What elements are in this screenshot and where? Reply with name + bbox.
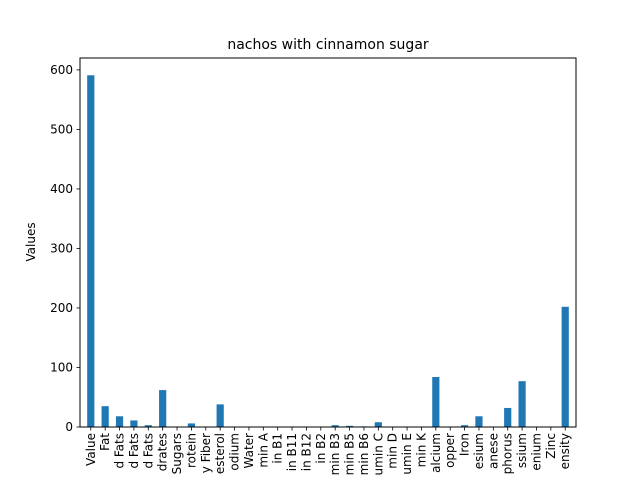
bar [518, 381, 526, 427]
x-tick-label: min B6 [357, 433, 371, 475]
x-tick-label: d Fats [113, 433, 127, 469]
x-tick-label: d Fats [141, 433, 155, 469]
x-tick-label: d Fats [127, 433, 141, 469]
x-tick-label: Zinc [544, 433, 558, 459]
x-tick-label: alcium [429, 433, 443, 473]
bar [345, 425, 354, 427]
y-tick-label: 300 [50, 241, 73, 255]
x-tick-label: min B3 [328, 433, 342, 475]
y-tick-label: 200 [50, 301, 73, 315]
x-tick-label: in B2 [314, 433, 328, 464]
bar [130, 420, 138, 427]
x-tick-label: ssium [515, 433, 529, 468]
x-tick-label: esterol [213, 433, 227, 474]
x-tick-label: min B5 [343, 433, 357, 475]
x-tick-label: min A [256, 432, 270, 467]
chart-title: nachos with cinnamon sugar [227, 37, 429, 53]
bar [374, 422, 382, 427]
y-axis-ticks: 0 100 200 300 400 500 600 [50, 63, 80, 434]
x-tick-label: phorus [501, 433, 515, 474]
x-tick-label: drates [156, 433, 170, 471]
x-tick-label: Fat [98, 433, 112, 451]
x-tick-label: opper [443, 433, 457, 468]
bar [561, 306, 569, 427]
x-tick-label: in B1 [271, 433, 285, 464]
bar [475, 416, 483, 427]
bar [187, 423, 196, 427]
bar [144, 425, 152, 427]
bar [331, 425, 339, 427]
y-axis-label: Values [24, 222, 38, 261]
x-tick-label: Sugars [170, 433, 184, 474]
x-tick-label: anese [486, 433, 500, 469]
x-tick-label: ensity [558, 433, 572, 469]
y-tick-label: 600 [50, 63, 73, 77]
bar [504, 407, 512, 427]
x-tick-label: Water [242, 433, 256, 469]
x-tick-label: in B12 [299, 433, 313, 471]
y-tick-label: 500 [50, 122, 73, 136]
bar [87, 75, 95, 427]
x-tick-label: umin C [371, 433, 385, 475]
x-tick-label: umin E [400, 433, 414, 475]
x-tick-label: esium [472, 433, 486, 469]
bar [159, 390, 167, 427]
x-axis-ticks: Value Fat d Fats d Fats d Fats drates Sugars ro… [84, 427, 572, 475]
x-tick-label: y Fiber [199, 433, 213, 473]
bar [432, 377, 440, 427]
y-tick-label: 400 [50, 182, 73, 196]
bars-group [87, 75, 569, 427]
x-tick-label: Value [84, 433, 98, 466]
plot-frame [79, 57, 577, 428]
x-tick-label: enium [529, 433, 543, 471]
y-tick-label: 0 [65, 420, 73, 434]
x-tick-label: rotein [184, 433, 198, 468]
bar [101, 406, 109, 427]
bar [216, 404, 224, 427]
y-tick-label: 100 [50, 360, 73, 374]
x-tick-label: odium [228, 433, 242, 471]
x-tick-label: min K [414, 432, 428, 467]
x-tick-label: in B11 [285, 433, 299, 471]
x-tick-label: Iron [458, 433, 472, 456]
bar [115, 416, 124, 427]
x-tick-label: min D [386, 433, 400, 469]
bar [460, 425, 469, 427]
